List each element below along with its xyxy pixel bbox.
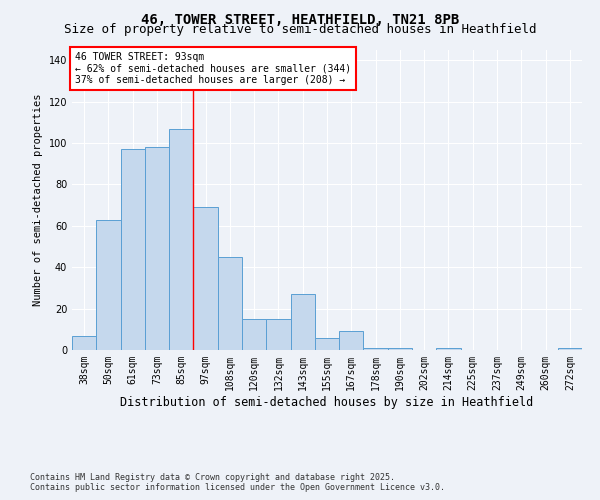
Bar: [121, 150, 145, 350]
Bar: [242, 319, 266, 350]
Bar: [339, 332, 364, 350]
Bar: [193, 207, 218, 350]
Y-axis label: Number of semi-detached properties: Number of semi-detached properties: [33, 94, 43, 306]
Text: Size of property relative to semi-detached houses in Heathfield: Size of property relative to semi-detach…: [64, 22, 536, 36]
Bar: [72, 336, 96, 350]
Text: 46, TOWER STREET, HEATHFIELD, TN21 8PB: 46, TOWER STREET, HEATHFIELD, TN21 8PB: [141, 12, 459, 26]
Bar: [96, 220, 121, 350]
Bar: [290, 294, 315, 350]
Bar: [364, 348, 388, 350]
Bar: [218, 257, 242, 350]
Bar: [145, 147, 169, 350]
Bar: [169, 128, 193, 350]
Bar: [315, 338, 339, 350]
Bar: [388, 348, 412, 350]
Bar: [558, 348, 582, 350]
X-axis label: Distribution of semi-detached houses by size in Heathfield: Distribution of semi-detached houses by …: [121, 396, 533, 408]
Bar: [436, 348, 461, 350]
Text: Contains HM Land Registry data © Crown copyright and database right 2025.
Contai: Contains HM Land Registry data © Crown c…: [30, 473, 445, 492]
Text: 46 TOWER STREET: 93sqm
← 62% of semi-detached houses are smaller (344)
37% of se: 46 TOWER STREET: 93sqm ← 62% of semi-det…: [74, 52, 350, 84]
Bar: [266, 319, 290, 350]
